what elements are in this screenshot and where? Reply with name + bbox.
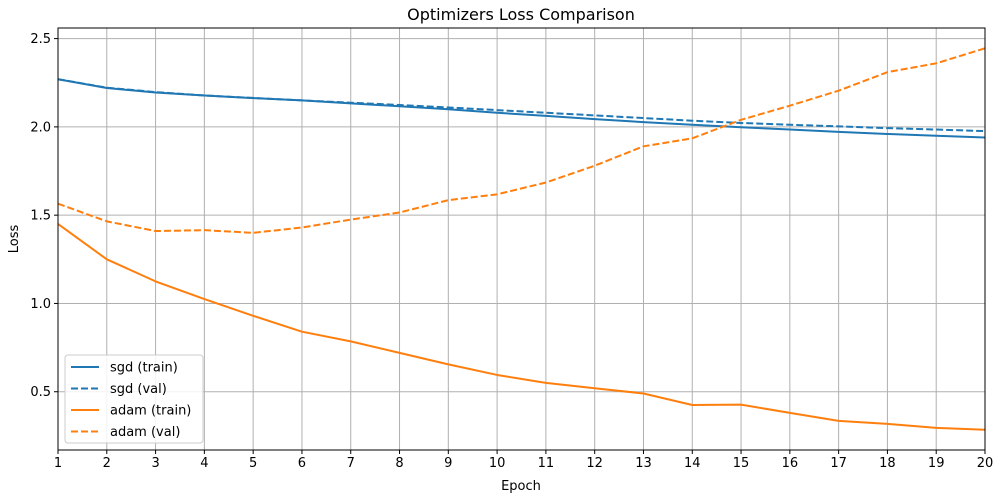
x-tick-label: 14 xyxy=(684,456,701,471)
x-tick-label: 4 xyxy=(200,456,208,471)
y-tick-label: 2.0 xyxy=(30,120,51,135)
x-tick-label: 5 xyxy=(249,456,257,471)
y-tick-label: 0.5 xyxy=(30,385,51,400)
y-axis-ticks: 0.5 1.0 1.5 2.0 2.5 xyxy=(30,32,58,400)
plot-frame xyxy=(57,27,986,451)
legend-label: adam (train) xyxy=(110,404,191,419)
y-tick-label: 2.5 xyxy=(30,32,51,47)
series-line-1 xyxy=(57,78,986,133)
legend-items: sgd (train) sgd (val) adam (train) adam (va… xyxy=(71,361,191,440)
x-tick-label: 20 xyxy=(977,456,994,471)
x-tick-label: 10 xyxy=(489,456,506,471)
series-lines xyxy=(57,47,986,431)
legend-label: sgd (train) xyxy=(110,361,178,376)
x-tick-label: 17 xyxy=(830,456,847,471)
x-axis-ticks: 1 2 3 4 5 6 7 8 9 10 11 12 13 14 15 16 17 18 19 20 xyxy=(54,450,993,471)
x-axis-label: Epoch xyxy=(501,479,541,494)
y-tick-label: 1.5 xyxy=(30,209,51,224)
legend-label: sgd (val) xyxy=(110,382,167,397)
x-tick-label: 13 xyxy=(635,456,652,471)
x-tick-label: 3 xyxy=(151,456,159,471)
x-tick-label: 9 xyxy=(444,456,452,471)
y-tick-label: 1.0 xyxy=(30,297,51,312)
chart-title: Optimizers Loss Comparison xyxy=(407,5,635,24)
legend: sgd (train) sgd (val) adam (train) adam (va… xyxy=(64,354,204,444)
series-line-3 xyxy=(57,47,986,234)
x-tick-label: 16 xyxy=(782,456,799,471)
x-tick-label: 15 xyxy=(733,456,750,471)
x-tick-label: 7 xyxy=(347,456,355,471)
legend-box xyxy=(64,354,204,444)
grid xyxy=(57,28,986,450)
x-tick-label: 1 xyxy=(54,456,62,471)
y-axis-label: Loss xyxy=(7,225,22,254)
x-tick-label: 19 xyxy=(928,456,945,471)
x-tick-label: 2 xyxy=(103,456,111,471)
legend-label: adam (val) xyxy=(110,425,180,440)
x-tick-label: 6 xyxy=(298,456,306,471)
x-tick-label: 8 xyxy=(395,456,403,471)
x-tick-label: 12 xyxy=(586,456,603,471)
series-line-2 xyxy=(57,223,986,431)
x-tick-label: 11 xyxy=(538,456,555,471)
x-tick-label: 18 xyxy=(879,456,896,471)
